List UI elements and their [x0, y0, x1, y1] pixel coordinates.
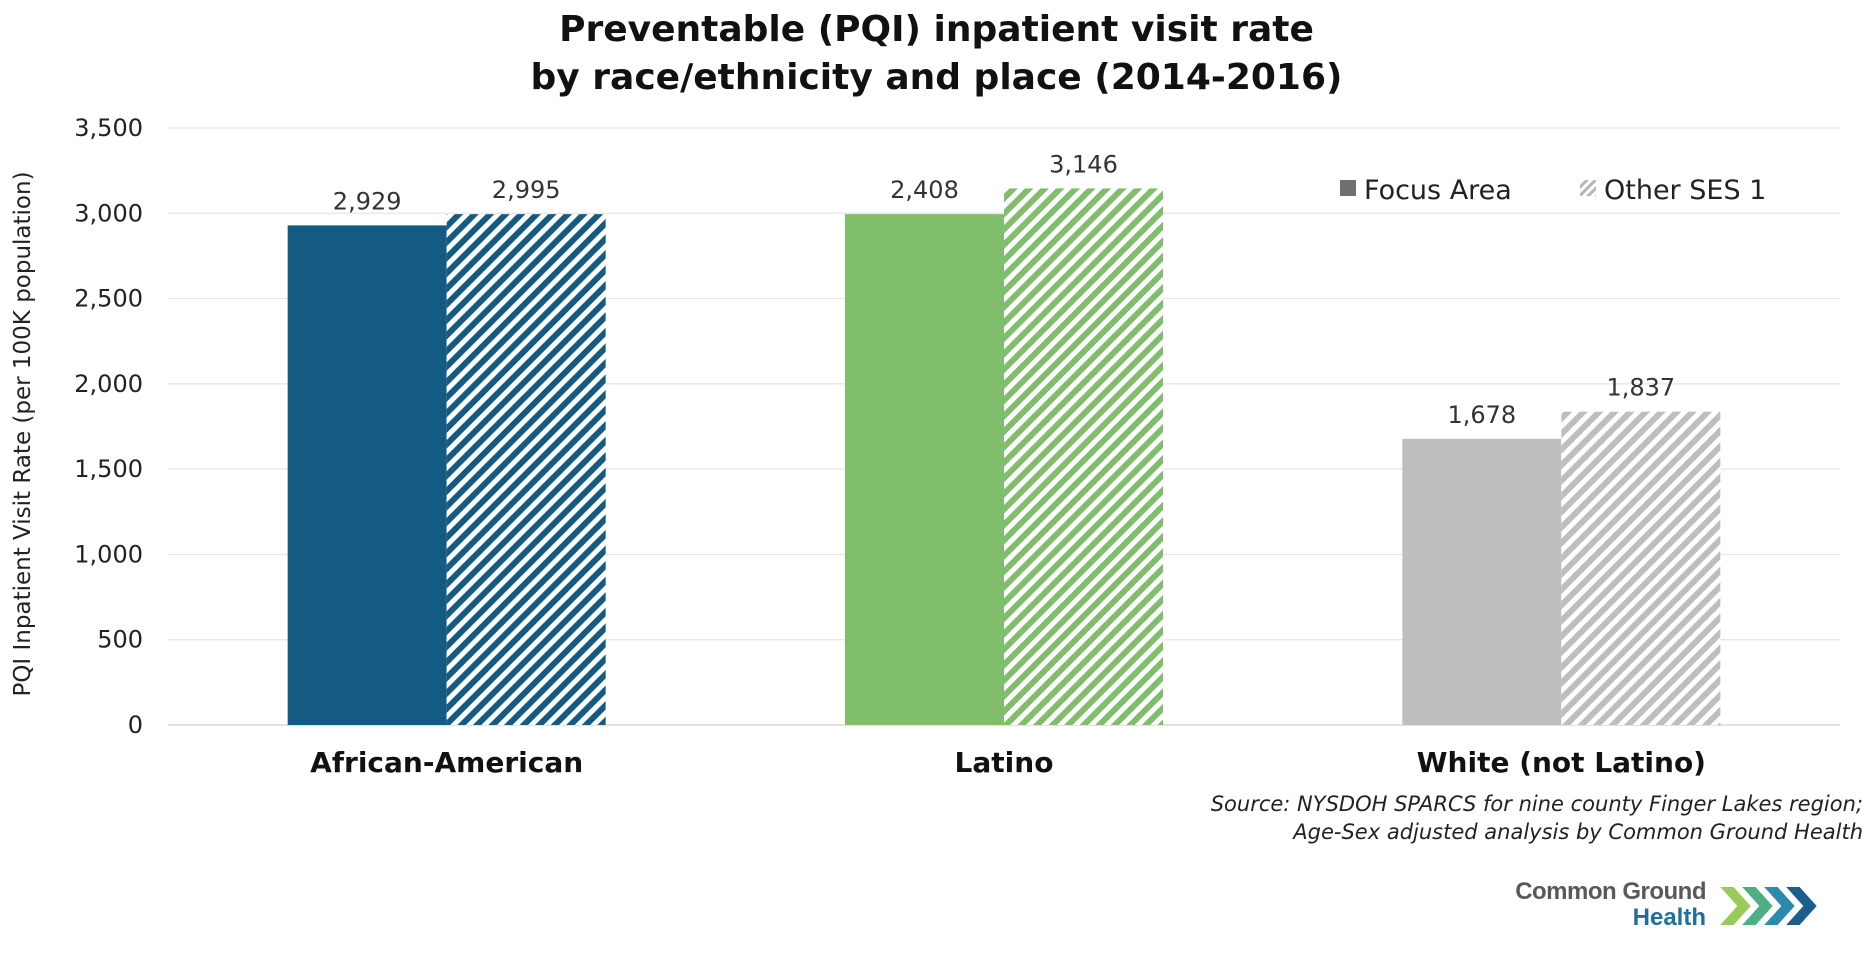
- logo-text-line-2: Health: [1632, 904, 1706, 931]
- x-tick-label: White (not Latino): [1417, 746, 1706, 779]
- data-label: 1,678: [1447, 401, 1516, 429]
- bar-african-american-other: [446, 214, 606, 726]
- x-axis-ticks: African-American Latino White (not Latino): [310, 746, 1706, 779]
- legend-swatch: [1340, 180, 1356, 196]
- data-label: 2,995: [492, 176, 561, 204]
- bar-white-not-latino--other: [1561, 411, 1721, 725]
- x-tick-label: African-American: [310, 746, 583, 779]
- y-tick-label: 2,500: [74, 285, 143, 313]
- legend-swatch: [1580, 180, 1596, 196]
- source-line-1: Source: NYSDOH SPARCS for nine county Fi…: [1210, 792, 1863, 816]
- y-tick-label: 0: [128, 711, 143, 739]
- chevron-shape: [1781, 885, 1820, 927]
- logo-text-line-1: Common Ground: [1515, 878, 1706, 905]
- bars: [287, 188, 1721, 726]
- chevron-shape: [1715, 885, 1754, 927]
- chevron-shape: [1737, 885, 1776, 927]
- chevron-shape: [1759, 885, 1798, 927]
- bar-african-american-focus: [287, 225, 447, 725]
- source-note: Source: NYSDOH SPARCS for nine county Fi…: [0, 790, 1873, 846]
- chart-title-line-1: Preventable (PQI) inpatient visit rate: [559, 9, 1314, 50]
- y-tick-label: 3,000: [74, 199, 143, 227]
- bar-white-not-latino--focus: [1402, 438, 1562, 725]
- common-ground-health-logo: Common Ground Health: [1510, 878, 1830, 938]
- y-tick-label: 1,000: [74, 540, 143, 568]
- y-axis-label: PQI Inpatient Visit Rate (per 100K popul…: [10, 171, 36, 696]
- chart-title: Preventable (PQI) inpatient visit rate b…: [0, 6, 1873, 102]
- source-line-2: Age-Sex adjusted analysis by Common Grou…: [1293, 820, 1863, 844]
- bar-chart: 0 500 1,000 1,500 2,000 2,500 3,000 3,500 2,929…: [10, 114, 1840, 779]
- legend: Focus Area Other SES 1: [1340, 175, 1766, 206]
- data-label: 3,146: [1049, 150, 1118, 178]
- bar-latino-focus: [845, 214, 1004, 726]
- legend-label: Other SES 1: [1604, 175, 1766, 206]
- chart-title-line-2: by race/ethnicity and place (2014-2016): [530, 57, 1343, 98]
- x-tick-label: Latino: [955, 746, 1054, 779]
- data-labels: 2,929 2,995 2,408 3,146 1,678 1,837: [333, 150, 1675, 428]
- data-label: 1,837: [1606, 374, 1675, 402]
- chevron-arrows-icon: [1715, 885, 1820, 927]
- y-tick-label: 1,500: [74, 455, 143, 483]
- legend-label: Focus Area: [1364, 175, 1512, 206]
- data-label: 2,408: [890, 176, 959, 204]
- data-label: 2,929: [333, 187, 402, 215]
- y-tick-label: 2,000: [74, 370, 143, 398]
- y-tick-label: 3,500: [74, 114, 143, 142]
- bar-latino-other: [1004, 188, 1163, 726]
- y-tick-label: 500: [97, 626, 143, 654]
- y-axis-ticks: 0 500 1,000 1,500 2,000 2,500 3,000 3,500: [74, 114, 143, 739]
